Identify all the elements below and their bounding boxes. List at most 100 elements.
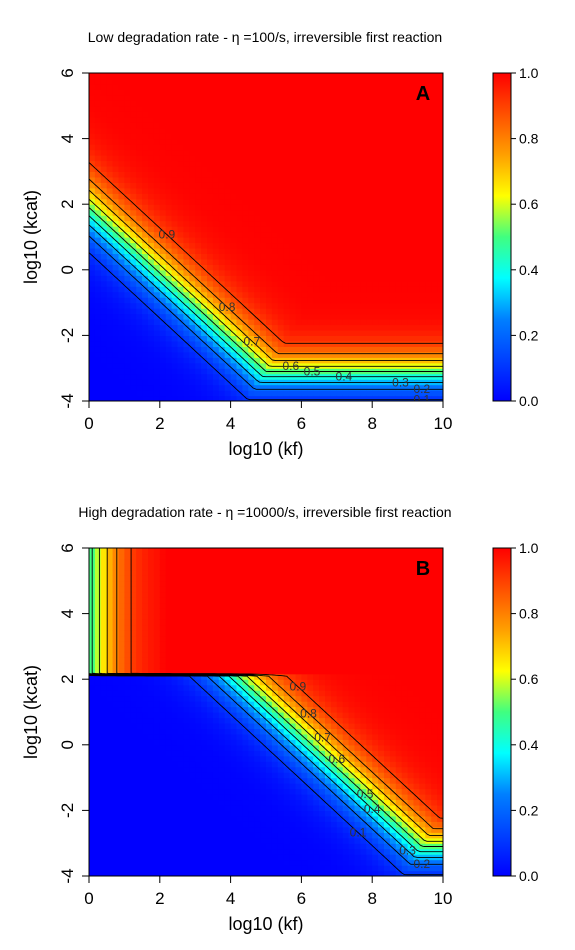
heatmap-cell <box>378 166 385 172</box>
heatmap-cell <box>154 253 161 259</box>
heatmap-cell <box>154 117 161 123</box>
heatmap-cell <box>136 783 143 789</box>
heatmap-cell <box>284 248 291 254</box>
heatmap-cell <box>355 139 362 145</box>
heatmap-cell <box>378 204 385 210</box>
heatmap-cell <box>107 363 114 369</box>
heatmap-cell <box>183 707 190 713</box>
heatmap-cell <box>319 177 326 183</box>
heatmap-cell <box>266 188 273 194</box>
heatmap-cell <box>95 139 102 145</box>
heatmap-cell <box>242 221 249 227</box>
heatmap-cell <box>419 171 426 177</box>
heatmap-cell <box>213 128 220 134</box>
heatmap-cell <box>231 385 238 391</box>
heatmap-cell <box>201 778 208 784</box>
heatmap-cell <box>301 188 308 194</box>
heatmap-cell <box>272 232 279 238</box>
heatmap-cell <box>213 663 220 669</box>
heatmap-cell <box>124 761 130 767</box>
heatmap-cell <box>313 390 320 396</box>
heatmap-cell <box>301 89 308 95</box>
heatmap-cell <box>95 117 102 123</box>
heatmap-cell <box>195 816 202 822</box>
heatmap-cell <box>160 646 167 652</box>
heatmap-cell <box>195 652 202 658</box>
heatmap-cell <box>301 237 308 243</box>
heatmap-cell <box>189 226 196 232</box>
heatmap-cell <box>213 379 220 385</box>
heatmap-cell <box>325 215 332 221</box>
heatmap-cell <box>183 144 190 150</box>
heatmap-cell <box>148 630 155 636</box>
heatmap-cell <box>136 139 143 145</box>
heatmap-cell <box>160 860 167 866</box>
heatmap-cell <box>296 171 303 177</box>
heatmap-cell <box>101 756 108 762</box>
heatmap-cell <box>189 100 196 106</box>
heatmap-cell <box>124 739 130 745</box>
heatmap-cell <box>119 712 126 718</box>
heatmap-cell <box>119 701 126 707</box>
heatmap-cell <box>178 199 185 205</box>
heatmap-cell <box>172 314 179 320</box>
heatmap-cell <box>148 548 155 554</box>
heatmap-cell <box>319 281 326 287</box>
heatmap-cell <box>254 188 261 194</box>
heatmap-cell <box>225 232 232 238</box>
heatmap-cell <box>95 838 102 844</box>
heatmap-cell <box>183 221 190 227</box>
heatmap-cell <box>124 603 130 609</box>
heatmap-cell <box>195 745 202 751</box>
heatmap-cell <box>414 133 421 139</box>
heatmap-cell <box>148 237 155 243</box>
heatmap-cell <box>266 155 273 161</box>
heatmap-cell <box>242 385 249 391</box>
heatmap-cell <box>154 73 161 79</box>
heatmap-cell <box>113 767 120 773</box>
heatmap-cell <box>195 564 202 570</box>
heatmap-cell <box>119 772 126 778</box>
heatmap-cell <box>136 171 143 177</box>
heatmap-cell <box>178 581 185 587</box>
heatmap-cell <box>207 199 214 205</box>
heatmap-cell <box>213 641 220 647</box>
heatmap-cell <box>248 270 255 276</box>
heatmap-cell <box>366 303 373 309</box>
heatmap-cell <box>107 663 114 669</box>
heatmap-cell <box>101 816 108 822</box>
heatmap-cell <box>154 646 161 652</box>
heatmap-cell <box>189 810 196 816</box>
heatmap-cell <box>130 805 137 811</box>
heatmap-cell <box>172 160 179 166</box>
heatmap-cell <box>130 221 137 227</box>
heatmap-cell <box>313 106 320 112</box>
heatmap-cell <box>431 232 438 238</box>
heatmap-cell <box>148 717 155 723</box>
heatmap-cell <box>166 89 173 95</box>
heatmap-cell <box>207 570 214 576</box>
heatmap-cell <box>207 171 214 177</box>
heatmap-cell <box>431 253 438 259</box>
heatmap-cell <box>390 237 397 243</box>
heatmap-cell <box>242 308 249 314</box>
heatmap-cell <box>396 314 403 320</box>
heatmap-cell <box>319 242 326 248</box>
heatmap-cell <box>207 548 214 554</box>
heatmap-cell <box>390 341 397 347</box>
heatmap-cell <box>384 341 391 347</box>
heatmap-cell <box>142 586 149 592</box>
heatmap-cell <box>355 286 362 292</box>
heatmap-cell <box>419 275 426 281</box>
heatmap-cell <box>142 663 149 669</box>
heatmap-cell <box>136 685 143 691</box>
heatmap-cell <box>396 111 403 117</box>
heatmap-cell <box>378 144 385 150</box>
heatmap-cell <box>419 314 426 320</box>
heatmap-cell <box>248 253 255 259</box>
heatmap-cell <box>178 854 185 860</box>
heatmap-cell <box>142 193 149 199</box>
heatmap-cell <box>213 608 220 614</box>
heatmap-cell <box>414 73 421 79</box>
heatmap-cell <box>307 188 314 194</box>
